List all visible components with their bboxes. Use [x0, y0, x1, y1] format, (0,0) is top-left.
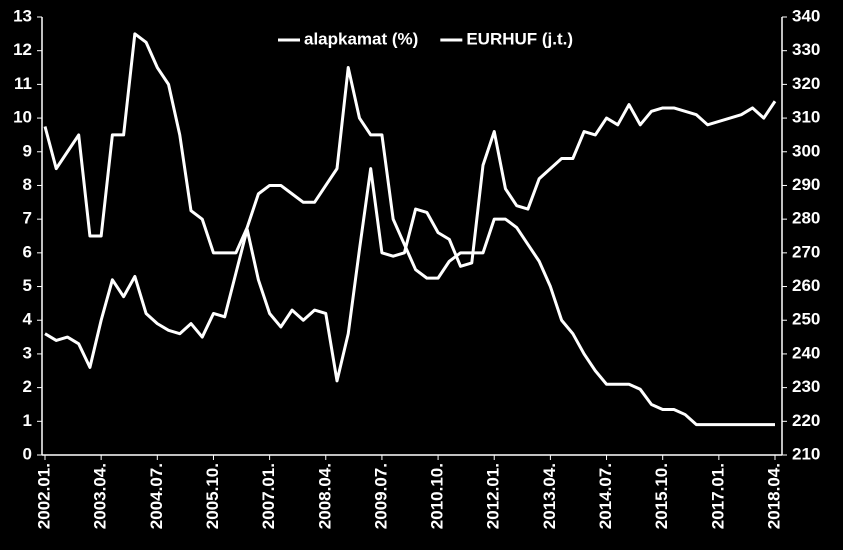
x-tick-label: 2004.07. [147, 463, 166, 529]
x-tick-label: 2009.07. [371, 463, 390, 529]
y-tick-label: 2 [23, 377, 32, 396]
y-tick-label: 1 [23, 411, 32, 430]
legend-label: EURHUF (j.t.) [466, 29, 573, 48]
x-tick-label: 2012.01. [484, 463, 503, 529]
y2-tick-label: 340 [792, 6, 820, 25]
y-tick-label: 8 [23, 175, 32, 194]
series-line [44, 100, 777, 383]
y2-tick-label: 330 [792, 40, 820, 59]
y2-tick-label: 260 [792, 276, 820, 295]
x-tick-label: 2013.04. [540, 463, 559, 529]
x-tick-label: 2007.01. [259, 463, 278, 529]
y2-tick-label: 300 [792, 141, 820, 160]
y2-tick-label: 210 [792, 444, 820, 463]
y2-tick-label: 310 [792, 108, 820, 127]
y-tick-label: 5 [23, 276, 32, 295]
y-tick-label: 10 [13, 108, 32, 127]
x-tick-label: 2015.10. [652, 463, 671, 529]
x-tick-label: 2010.10. [428, 463, 447, 529]
y-tick-label: 9 [23, 141, 32, 160]
y-tick-label: 3 [23, 343, 32, 362]
x-tick-label: 2018.04. [764, 463, 783, 529]
y-tick-label: 12 [13, 40, 32, 59]
series-line [43, 32, 775, 427]
x-tick-label: 2014.07. [596, 463, 615, 529]
y-tick-label: 4 [23, 310, 33, 329]
y2-tick-label: 320 [792, 74, 820, 93]
x-tick-label: 2003.04. [91, 463, 110, 529]
y2-tick-label: 220 [792, 411, 820, 430]
y-tick-label: 7 [23, 209, 32, 228]
y-tick-label: 13 [13, 6, 32, 25]
y2-tick-label: 230 [792, 377, 820, 396]
y2-tick-label: 240 [792, 343, 820, 362]
y-tick-label: 11 [14, 74, 32, 93]
y-tick-label: 0 [23, 444, 32, 463]
legend-label: alapkamat (%) [304, 29, 418, 48]
y2-tick-label: 250 [792, 310, 820, 329]
y2-tick-label: 270 [792, 242, 820, 261]
x-tick-label: 2005.10. [203, 463, 222, 529]
x-tick-label: 2008.04. [315, 463, 334, 529]
x-tick-label: 2002.01. [34, 463, 53, 529]
y2-tick-label: 280 [792, 209, 820, 228]
y-tick-label: 6 [23, 242, 32, 261]
x-tick-label: 2017.01. [708, 463, 727, 529]
y2-tick-label: 290 [792, 175, 820, 194]
